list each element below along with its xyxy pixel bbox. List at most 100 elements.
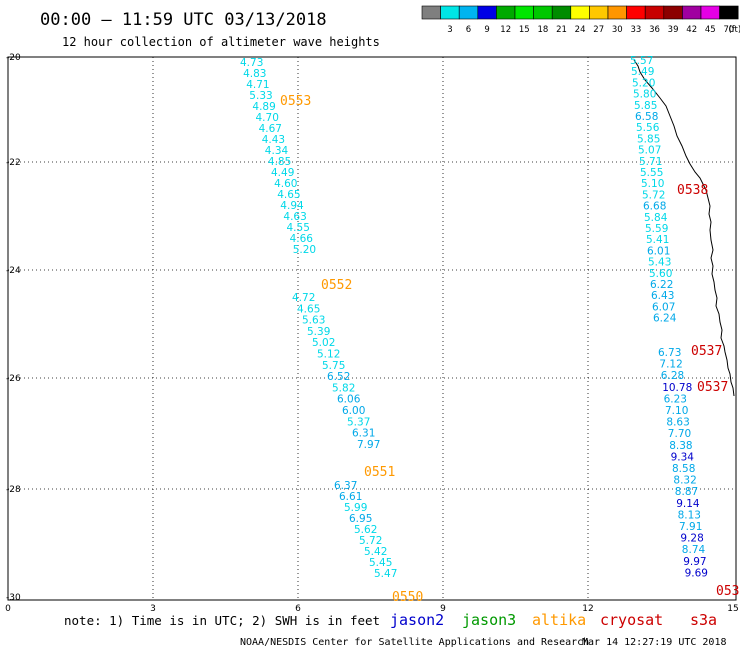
legend-swatch [496, 5, 516, 20]
legend-label: 12 [500, 25, 511, 35]
legend-swatch [440, 5, 460, 20]
obs-value-west-b: 4.72 [292, 292, 315, 304]
legend-swatch [551, 5, 572, 20]
y-tick-label: -26 [6, 374, 21, 384]
obs-value-east-a: 5.10 [641, 178, 664, 190]
y-tick-label: -22 [6, 158, 21, 168]
obs-value-east-a: 5.72 [642, 189, 665, 201]
satellite-jason2: jason2 [390, 611, 444, 629]
obs-value-west-a: 4.89 [252, 101, 275, 113]
obs-value-west-b: 6.31 [352, 428, 375, 440]
obs-value-east-b: 6.23 [664, 393, 687, 405]
obs-value-west-b: 6.06 [337, 394, 361, 406]
obs-value-east-a: 5.57 [630, 55, 653, 67]
x-tick-label: 6 [295, 604, 301, 614]
obs-value-west-b: 5.37 [347, 416, 370, 428]
legend-label: 24 [575, 25, 586, 35]
obs-value-east-b: 7.70 [668, 428, 691, 440]
obs-value-east-a: 5.71 [639, 156, 662, 168]
obs-value-east-b: 9.69 [685, 567, 708, 579]
obs-value-west-b: 5.39 [307, 326, 330, 338]
y-tick-label: -28 [6, 485, 21, 495]
obs-value-east-a: 5.84 [644, 212, 668, 224]
obs-value-west-b: 6.52 [327, 371, 350, 383]
pass-label: 0550 [392, 590, 423, 605]
legend-label: 27 [593, 25, 604, 35]
x-tick-label: 15 [727, 604, 738, 614]
footer-credit: NOAA/NESDIS Center for Satellite Applica… [240, 637, 589, 648]
satellite-s3a: s3a [690, 611, 717, 629]
legend-label: 39 [668, 25, 679, 35]
obs-value-east-a: 5.49 [631, 66, 654, 78]
legend-label: 33 [630, 25, 641, 35]
obs-value-east-a: 6.07 [652, 301, 675, 313]
x-tick-label: 0 [5, 604, 11, 614]
obs-value-east-b: 7.91 [679, 521, 702, 533]
obs-value-east-a: 6.58 [635, 111, 658, 123]
obs-value-east-b: 8.74 [682, 544, 706, 556]
obs-value-east-b: 6.28 [661, 370, 684, 382]
obs-value-west-a: 4.49 [271, 167, 294, 179]
legend-label: 18 [537, 25, 548, 35]
obs-value-east-b: 9.28 [680, 533, 703, 545]
obs-value-east-b: 9.97 [683, 556, 706, 568]
legend-label: 6 [466, 25, 471, 35]
obs-value-east-a: 6.43 [651, 290, 674, 302]
obs-value-east-a: 6.22 [650, 279, 673, 291]
obs-value-west-a: 4.94 [280, 200, 304, 212]
legend-label: 15 [519, 25, 530, 35]
obs-value-east-a: 5.41 [646, 234, 669, 246]
pass-label: 0537 [697, 380, 728, 395]
map-subtitle: 12 hour collection of altimeter wave hei… [62, 35, 380, 49]
obs-value-west-b: 7.97 [357, 439, 380, 451]
y-tick-label: -24 [6, 266, 21, 276]
obs-value-east-b: 8.32 [673, 475, 696, 487]
obs-value-west-a: 4.60 [274, 178, 297, 190]
color-legend: 3 6 9 12 15 18 21 24 27 30 33 36 39 42 45 70(ft) [421, 5, 740, 35]
legend-label: 30 [612, 25, 623, 35]
plot-area: 0 3 6 9 12 15-20-22-24-26-28-30 4.734.834.715… [5, 53, 739, 614]
obs-value-east-a: 5.59 [645, 223, 668, 235]
satellite-cryosat: cryosat [600, 611, 663, 629]
legend-swatch [421, 5, 441, 20]
footer-note: note: 1) Time is in UTC; 2) SWH is in fe… [64, 613, 380, 628]
legend-swatch [477, 5, 497, 20]
obs-value-east-a: 5.43 [648, 257, 671, 269]
legend-swatch [626, 5, 646, 20]
obs-value-east-b: 7.12 [659, 359, 682, 371]
legend-swatch [700, 5, 720, 20]
wave-height-observations: 4.734.834.715.334.894.704.674.434.344.85… [240, 55, 739, 605]
obs-value-east-a: 5.80 [633, 89, 656, 101]
pass-label: 053 [716, 584, 739, 599]
obs-value-west-b: 5.63 [302, 315, 325, 327]
legend-swatch [458, 5, 479, 20]
obs-value-west-c: 5.62 [354, 524, 377, 536]
x-tick-label: 9 [440, 604, 446, 614]
obs-value-east-a: 5.20 [632, 77, 655, 89]
obs-value-west-b: 5.75 [322, 360, 345, 372]
obs-value-east-b: 6.73 [658, 347, 681, 359]
obs-value-west-a: 4.73 [240, 57, 263, 69]
legend-label: 42 [686, 25, 697, 35]
pass-label: 0552 [321, 278, 352, 293]
obs-value-east-a: 5.56 [636, 122, 660, 134]
legend-label: 21 [556, 25, 567, 35]
obs-value-east-b: 8.38 [669, 440, 692, 452]
map-title: 00:00 – 11:59 UTC 03/13/2018 [40, 10, 327, 30]
satellite-legend: jason2 jason3 altika cryosat s3a [390, 611, 717, 629]
obs-value-west-a: 4.65 [277, 189, 300, 201]
pass-label: 0537 [691, 344, 722, 359]
legend-label: 70 [723, 25, 734, 35]
obs-value-west-b: 5.12 [317, 349, 340, 361]
obs-value-east-b: 8.63 [666, 417, 689, 429]
obs-value-west-a: 4.85 [268, 156, 291, 168]
obs-value-west-a: 5.20 [293, 244, 316, 256]
obs-value-west-a: 4.71 [246, 79, 269, 91]
legend-swatch [663, 5, 683, 20]
obs-value-east-b: 9.34 [671, 451, 695, 463]
obs-value-east-b: 7.10 [665, 405, 688, 417]
obs-value-west-c: 6.95 [349, 513, 372, 525]
obs-value-west-c: 5.42 [364, 546, 387, 558]
legend-swatch [682, 5, 702, 20]
